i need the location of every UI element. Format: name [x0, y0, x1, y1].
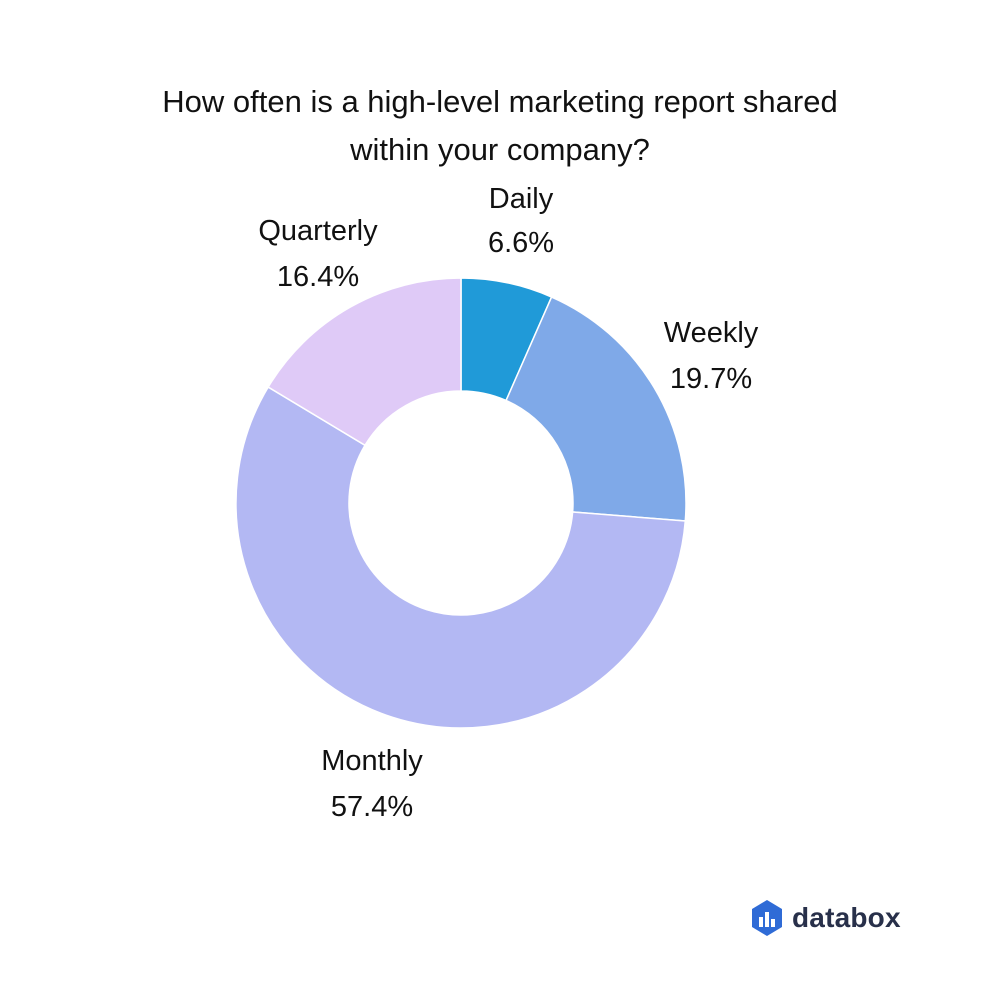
chart-title: How often is a high-level marketing repo…	[50, 78, 950, 174]
slice-label-weekly: Weekly	[664, 317, 759, 349]
slice-value-monthly: 57.4%	[331, 791, 413, 823]
donut-labels: Daily 6.6% Weekly 19.7% Monthly 57.4% Quarterl…	[258, 183, 758, 823]
slice-weekly	[505, 296, 687, 522]
chart-title-line-2: within your company?	[350, 132, 650, 167]
slice-label-daily: Daily	[489, 183, 554, 215]
chart-title-line-1: How often is a high-level marketing repo…	[162, 84, 838, 119]
slice-label-monthly: Monthly	[321, 745, 423, 777]
slice-quarterly	[267, 277, 462, 447]
databox-hexagon-bars-icon	[752, 900, 782, 936]
slice-label-quarterly: Quarterly	[258, 215, 378, 247]
slice-monthly	[235, 386, 687, 729]
brand-logo: databox	[750, 896, 901, 940]
brand-name: databox	[792, 902, 901, 933]
slice-value-quarterly: 16.4%	[277, 261, 359, 293]
slice-value-weekly: 19.7%	[670, 363, 752, 395]
slice-value-daily: 6.6%	[488, 227, 554, 259]
donut-slices	[235, 277, 687, 729]
